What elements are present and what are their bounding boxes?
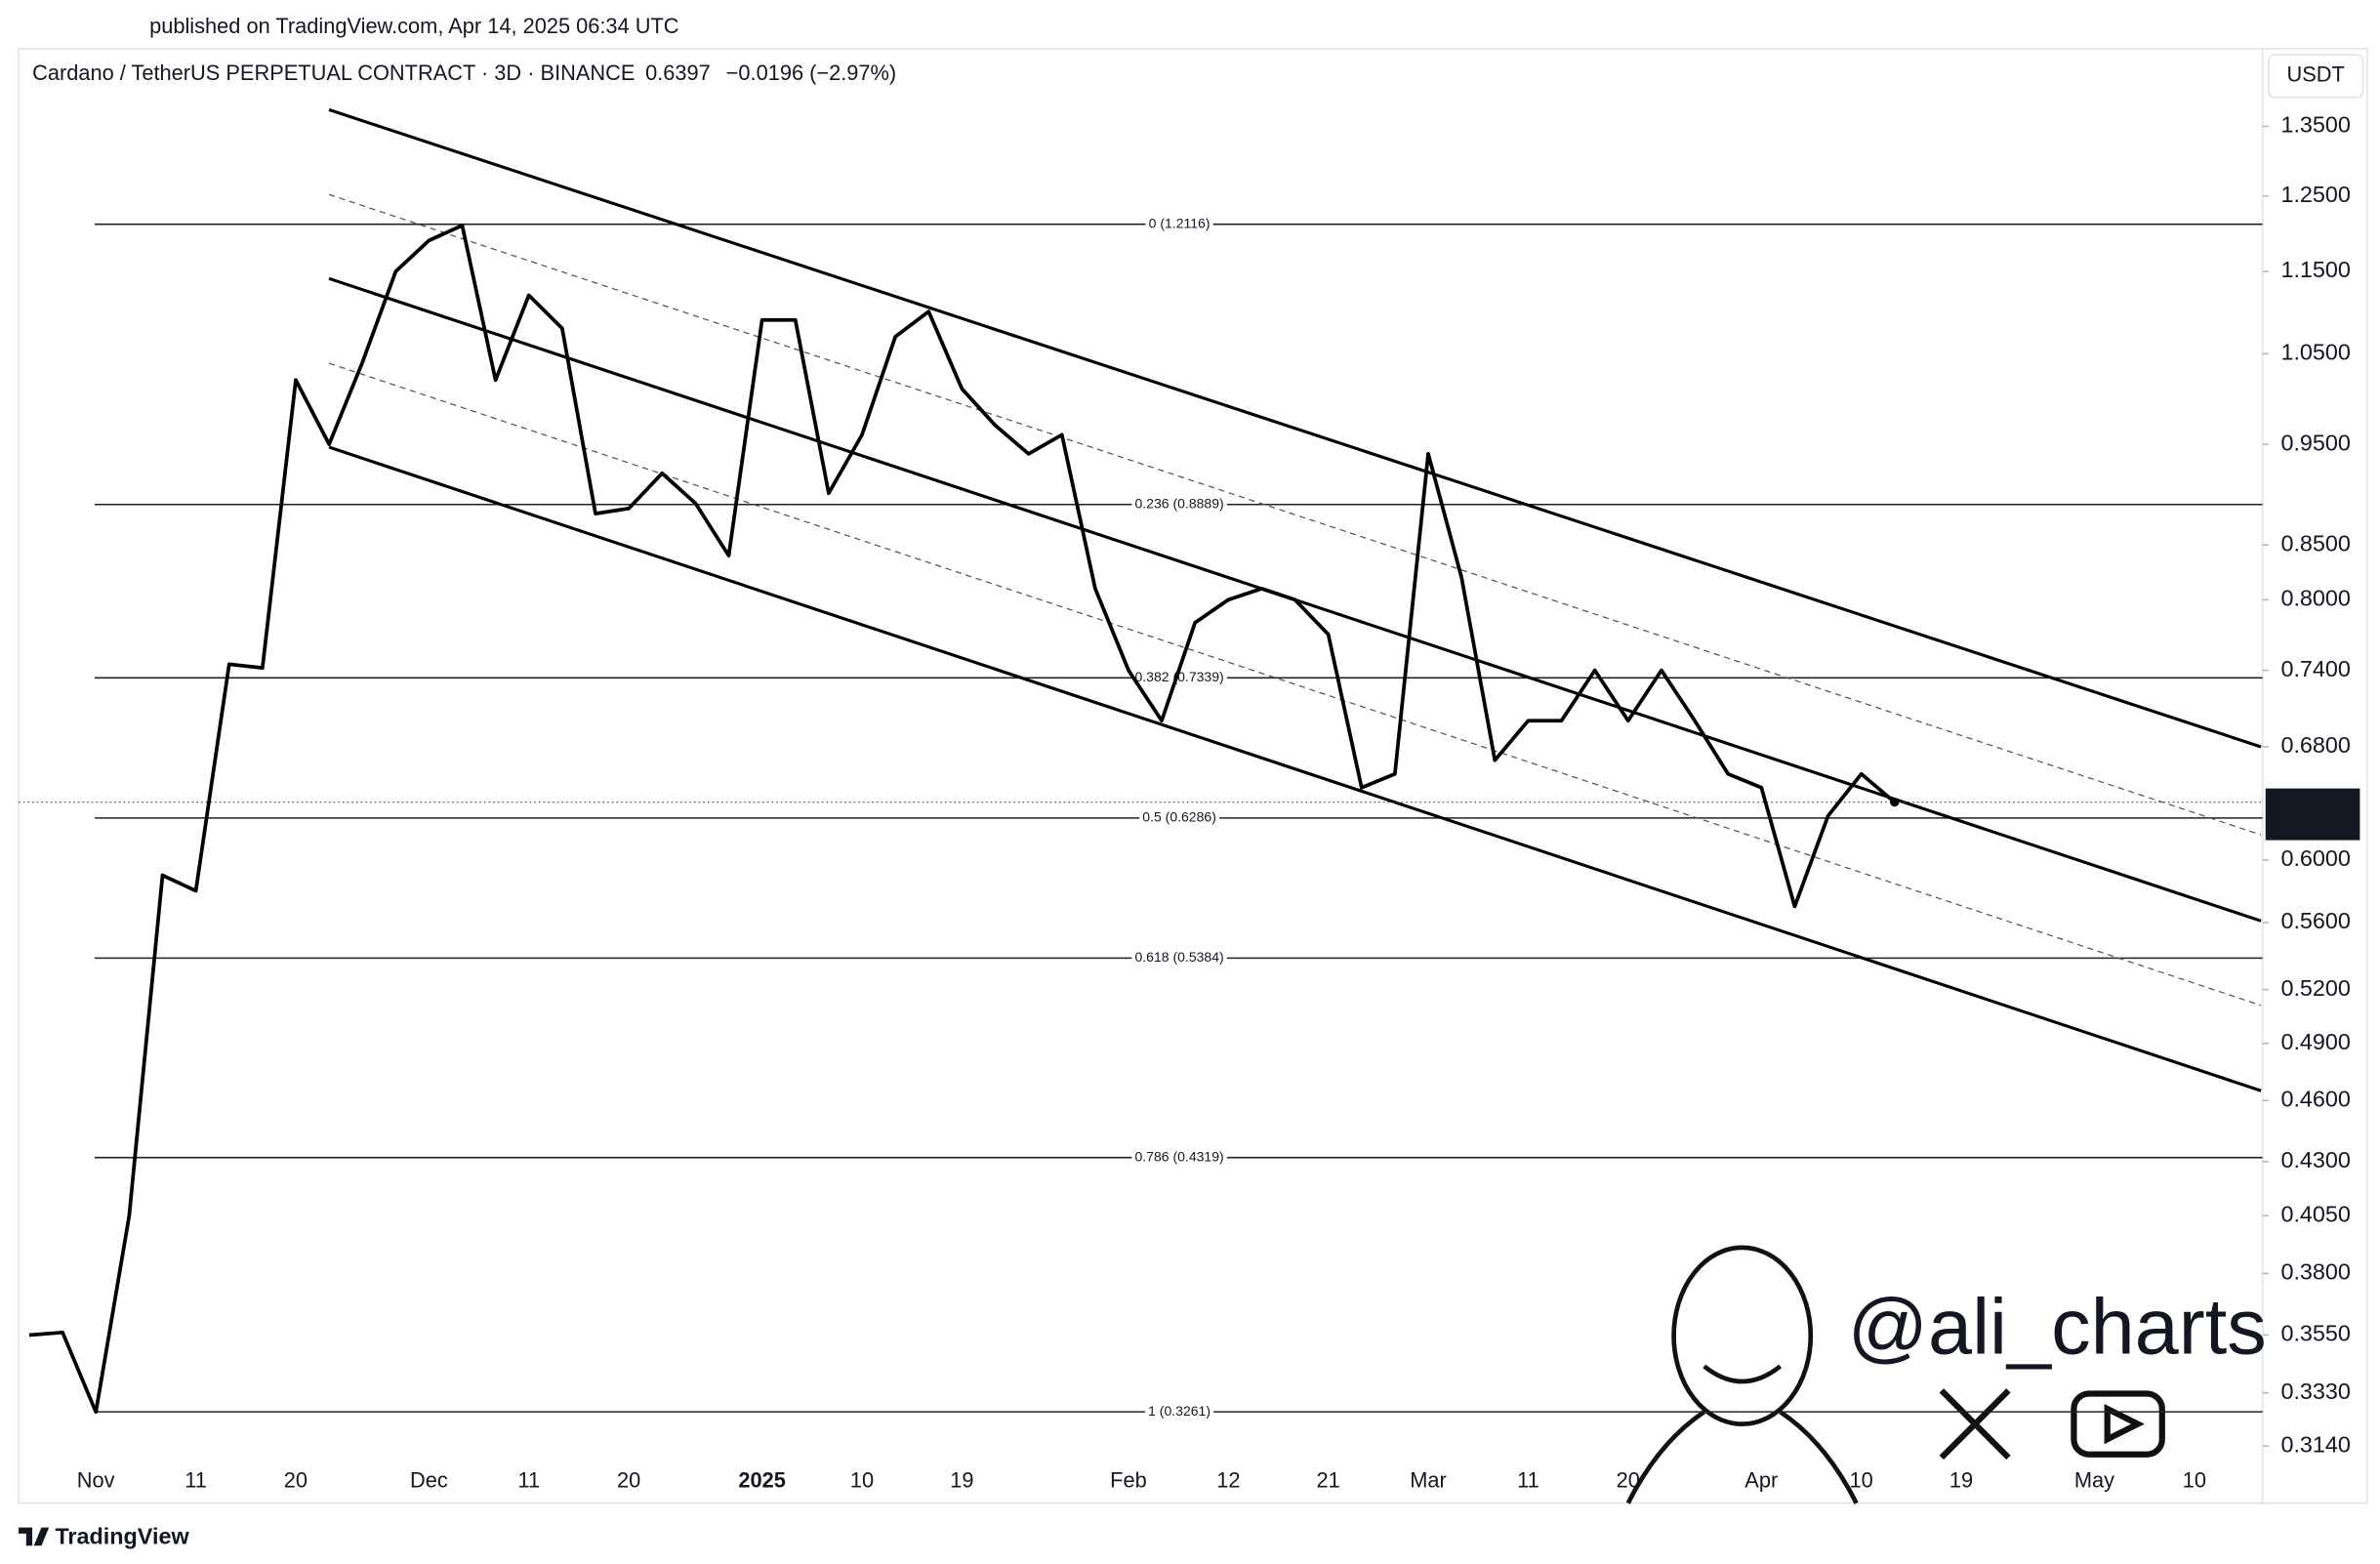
channel-line	[328, 193, 2262, 836]
x-tick-label: Apr	[1744, 1468, 1778, 1493]
x-tick-label: 20	[1617, 1468, 1640, 1493]
x-tick-label: 21	[1317, 1468, 1340, 1493]
last-point	[1890, 797, 1900, 807]
x-tick-label: 11	[1517, 1468, 1539, 1493]
y-tick-label: 0.4050	[2280, 1201, 2350, 1226]
watermark-avatar	[1625, 1245, 1859, 1504]
y-tick-label: 0.3140	[2280, 1431, 2350, 1457]
x-icon	[1939, 1388, 2011, 1461]
y-tick-label: 0.3550	[2280, 1321, 2350, 1346]
y-tick-label: 0.9500	[2280, 430, 2350, 455]
x-tick-label: 11	[517, 1468, 540, 1493]
watermark-icons	[1939, 1388, 2165, 1461]
y-tick-label: 0.6800	[2280, 732, 2350, 758]
chart-frame	[18, 48, 2368, 1504]
channel-line	[328, 107, 2262, 749]
y-tick-label: 1.3500	[2280, 112, 2350, 138]
avatar-shoulders	[1625, 1410, 1859, 1504]
y-tick-label: 0.3330	[2280, 1379, 2350, 1404]
y-tick-label: 1.1500	[2280, 257, 2350, 282]
y-tick-label: 1.0500	[2280, 340, 2350, 365]
y-tick-label: 0.8000	[2280, 586, 2350, 611]
fib-label: 0.236 (0.8889)	[1135, 495, 1224, 511]
brand: TradingView	[55, 1524, 189, 1549]
fib-label-bg	[1131, 949, 1227, 966]
x-tick-label: 20	[617, 1468, 640, 1493]
published-note: published on TradingView.com, Apr 14, 20…	[149, 14, 678, 38]
y-tick-label: 0.4300	[2280, 1147, 2350, 1173]
fib-label-bg	[1139, 808, 1220, 825]
watermark: @ali_charts	[1848, 1284, 2267, 1372]
x-tick-label: 11	[185, 1468, 207, 1493]
avatar-head	[1671, 1245, 1814, 1426]
x-tick-label: 19	[950, 1468, 973, 1493]
fib-label-bg	[1131, 669, 1227, 685]
play-icon	[2104, 1404, 2145, 1445]
fib-label: 0.382 (0.7339)	[1135, 669, 1224, 684]
header-last-price: 0.6397	[645, 61, 711, 85]
x-tick-label: 2025	[738, 1468, 786, 1493]
y-tick-label: 0.3800	[2280, 1259, 2350, 1285]
y-tick-label: 0.4900	[2280, 1029, 2350, 1054]
x-tick-label: Mar	[1410, 1468, 1447, 1493]
x-tick-label: May	[2074, 1468, 2114, 1493]
y-tick-label: 0.7400	[2280, 656, 2350, 681]
y-tick-label: 0.6000	[2280, 845, 2350, 871]
tradingview-logo	[19, 1527, 50, 1546]
currency-button[interactable]	[2268, 54, 2364, 99]
fib-label: 0.5 (0.6286)	[1142, 809, 1216, 825]
x-tick-label: 10	[2183, 1468, 2206, 1493]
y-tick-label: 1.2500	[2280, 182, 2350, 207]
fib-label: 1 (0.3261)	[1148, 1403, 1211, 1419]
price-box-label: 0.6397	[2277, 788, 2347, 813]
y-tick-label: 0.5200	[2280, 975, 2350, 1001]
x-tick-label: Nov	[77, 1468, 115, 1493]
currency-label[interactable]: USDT	[2287, 62, 2345, 87]
price-box	[2265, 788, 2360, 841]
logo-icon	[19, 1527, 50, 1546]
x-tick-label: Feb	[1110, 1468, 1147, 1493]
channel-line	[328, 362, 2262, 1007]
channel-line	[328, 445, 2262, 1092]
header-change: −0.0196 (−2.97%)	[726, 61, 897, 85]
x-tick-label: 12	[1216, 1468, 1240, 1493]
x-tick-label: 10	[1850, 1468, 1873, 1493]
y-tick-label: 0.5600	[2280, 908, 2350, 933]
x-tick-label: Dec	[410, 1468, 448, 1493]
fib-label: 0.786 (0.4319)	[1135, 1148, 1224, 1164]
price-line	[28, 224, 1896, 1415]
y-tick-label: 0.8500	[2280, 530, 2350, 556]
countdown-label: 1d 18h	[2280, 812, 2346, 837]
fib-label: 0 (1.2116)	[1149, 215, 1211, 230]
youtube-icon	[2071, 1390, 2165, 1458]
fib-label-bg	[1131, 1148, 1227, 1165]
symbol-title: Cardano / TetherUS PERPETUAL CONTRACT · …	[32, 61, 635, 85]
fib-label-bg	[1131, 495, 1227, 512]
x-tick-label: 19	[1949, 1468, 1973, 1493]
avatar-smile	[1703, 1364, 1783, 1384]
x-tick-label: 10	[850, 1468, 874, 1493]
x-tick-label: 20	[284, 1468, 308, 1493]
y-tick-label: 0.4600	[2280, 1086, 2350, 1111]
fib-label-bg	[1145, 1402, 1214, 1419]
fib-label: 0.618 (0.5384)	[1135, 949, 1224, 965]
fib-label-bg	[1145, 215, 1213, 231]
